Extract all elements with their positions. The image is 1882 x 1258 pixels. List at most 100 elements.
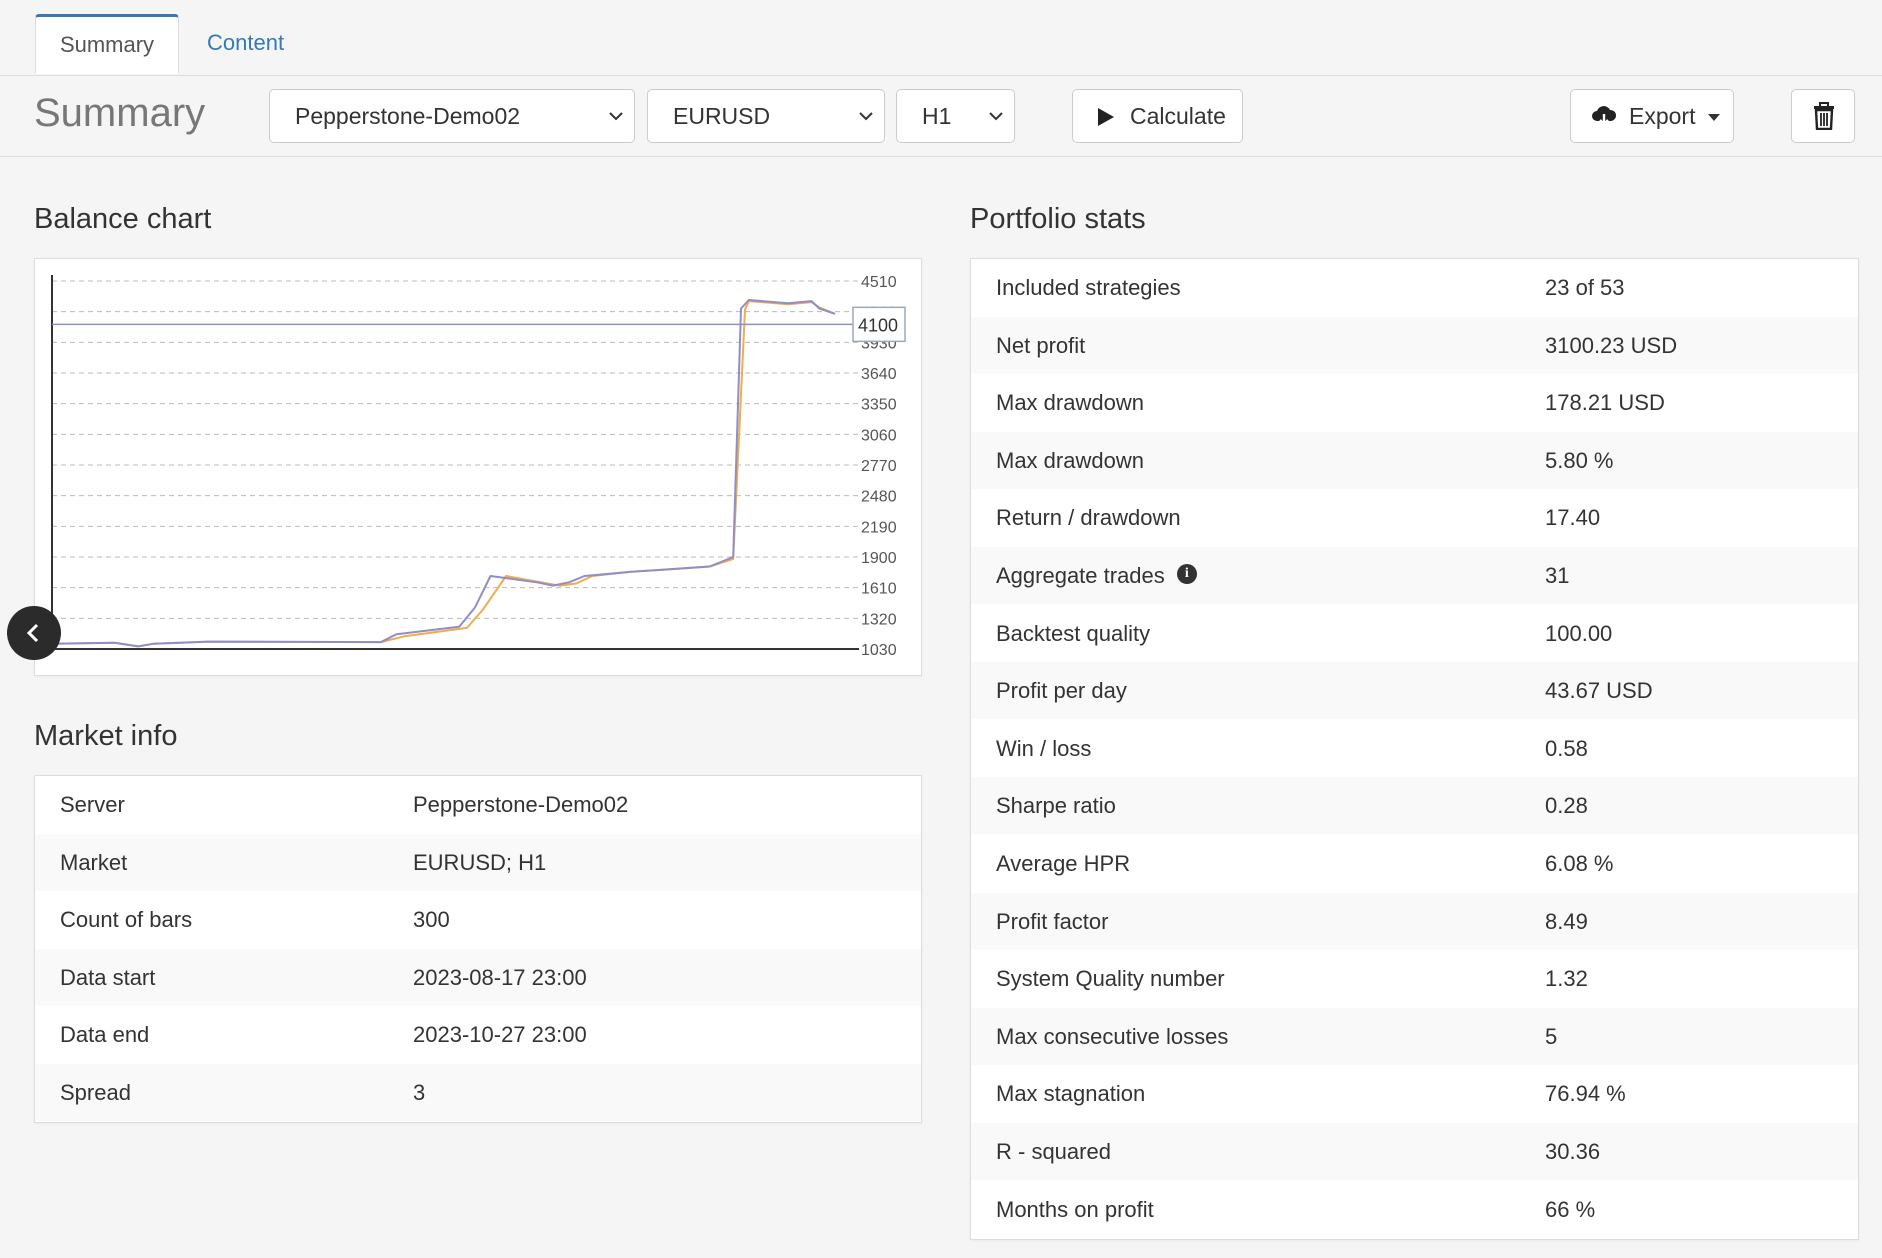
portfolio-stats-title: Portfolio stats <box>970 203 1146 235</box>
table-row: Max drawdown 178.21 USD <box>971 374 1858 431</box>
table-row: Max stagnation 76.94 % <box>971 1065 1858 1122</box>
row-value: 2023-10-27 23:00 <box>413 1022 587 1048</box>
row-label-text: Profit per day <box>996 678 1127 704</box>
row-label-text: Profit factor <box>996 908 1109 934</box>
trash-icon <box>1814 102 1834 130</box>
row-value: 6.08 % <box>1545 851 1614 876</box>
row-label: Aggregate trades i <box>996 547 1197 604</box>
row-label: Backtest quality <box>996 605 1150 662</box>
y-tick-label: 2190 <box>861 519 897 536</box>
balance-chart-panel: 4510422039303640335030602770248021901900… <box>34 258 922 676</box>
table-row: Return / drawdown 17.40 <box>971 489 1858 546</box>
row-value: 2023-08-17 23:00 <box>413 964 587 990</box>
y-tick-label: 1030 <box>861 642 897 659</box>
delete-button[interactable] <box>1791 89 1855 143</box>
row-label-text: Data start <box>60 964 156 990</box>
table-row: Profit factor 8.49 <box>971 892 1858 950</box>
row-value: 100.00 <box>1545 620 1613 646</box>
symbol-select-value: EURUSD <box>673 103 771 129</box>
y-tick-label: 1320 <box>861 611 897 628</box>
table-row: Profit per day 43.67 USD <box>971 662 1858 720</box>
row-label: Net profit <box>996 317 1085 374</box>
table-row: Included strategies 23 of 53 <box>971 259 1858 316</box>
chevron-down-icon <box>609 112 623 121</box>
y-tick-label: 1610 <box>861 581 897 598</box>
row-value: 43.67 USD <box>1545 678 1653 704</box>
row-label: Server <box>60 776 125 833</box>
row-label: Max consecutive losses <box>996 1008 1228 1065</box>
row-value: 3 <box>413 1080 426 1105</box>
row-value: 66 % <box>1545 1196 1596 1222</box>
balance-chart-title: Balance chart <box>34 203 212 235</box>
row-value: Pepperstone-Demo02 <box>413 792 629 817</box>
y-tick-label: 2770 <box>861 458 897 475</box>
row-label: Average HPR <box>996 835 1130 892</box>
export-button[interactable]: Export <box>1570 89 1734 143</box>
row-value: 178.21 USD <box>1545 390 1665 416</box>
row-value: 1.32 <box>1545 966 1588 992</box>
timeframe-select[interactable]: H1 <box>896 89 1015 143</box>
row-label-text: Win / loss <box>996 735 1092 761</box>
row-label: R - squared <box>996 1123 1111 1180</box>
row-label: Win / loss <box>996 720 1091 777</box>
row-value: 0.28 <box>1545 793 1588 819</box>
row-label-text: Aggregate trades <box>996 563 1165 588</box>
collapse-sidebar-button[interactable] <box>7 606 61 660</box>
row-label: Market <box>60 834 127 891</box>
row-value: 300 <box>413 907 450 933</box>
series-line-1 <box>51 299 836 648</box>
row-label-text: Spread <box>60 1080 131 1105</box>
row-value: 17.40 <box>1545 505 1601 531</box>
row-label-text: Return / drawdown <box>996 505 1181 531</box>
crosshair-value-label: 4100 <box>858 315 898 335</box>
row-value: EURUSD; H1 <box>413 849 547 875</box>
table-row: Net profit 3100.23 USD <box>971 316 1858 374</box>
tab-summary[interactable]: Summary <box>35 14 179 74</box>
page-title: Summary <box>34 91 206 135</box>
row-label-text: Backtest quality <box>996 620 1151 646</box>
row-label-text: Included strategies <box>996 275 1181 300</box>
cloud-download-icon <box>1592 106 1617 126</box>
row-value: 5.80 % <box>1545 447 1614 473</box>
tab-bar: Summary Content <box>0 0 1882 76</box>
row-value: 5 <box>1545 1023 1558 1049</box>
tab-content[interactable]: Content <box>207 30 285 55</box>
server-select[interactable]: Pepperstone-Demo02 <box>269 89 635 143</box>
row-label-text: Server <box>60 792 125 817</box>
row-label: Max stagnation <box>996 1065 1145 1122</box>
row-label: Months on profit <box>996 1181 1154 1238</box>
play-icon <box>1098 108 1114 126</box>
row-label: Data end <box>60 1006 149 1063</box>
row-label: System Quality number <box>996 950 1225 1007</box>
table-row: Max consecutive losses 5 <box>971 1007 1858 1065</box>
chevron-left-icon <box>26 623 39 643</box>
table-row: Win / loss 0.58 <box>971 720 1858 777</box>
balance-chart[interactable]: 4510422039303640335030602770248021901900… <box>35 259 923 677</box>
calculate-button[interactable]: Calculate <box>1072 89 1243 143</box>
row-label: Return / drawdown <box>996 489 1181 546</box>
info-icon[interactable]: i <box>1176 564 1197 585</box>
row-value: 23 of 53 <box>1545 275 1625 300</box>
row-label-text: Max drawdown <box>996 390 1144 416</box>
y-tick-label: 3350 <box>861 397 897 414</box>
y-tick-label: 3640 <box>861 366 897 383</box>
row-value: 3100.23 USD <box>1545 332 1678 358</box>
y-tick-label: 4510 <box>861 274 897 291</box>
row-label: Data start <box>60 949 155 1006</box>
symbol-select[interactable]: EURUSD <box>647 89 885 143</box>
market-info-title: Market info <box>34 720 178 752</box>
series-line-0 <box>51 300 836 648</box>
row-value: 76.94 % <box>1545 1081 1626 1107</box>
row-label-text: System Quality number <box>996 966 1225 992</box>
row-label-text: Sharpe ratio <box>996 793 1116 819</box>
chevron-down-icon <box>989 112 1003 121</box>
table-row: Data end 2023-10-27 23:00 <box>35 1006 921 1063</box>
row-label-text: Net profit <box>996 332 1086 358</box>
row-label-text: Count of bars <box>60 907 193 933</box>
row-label-text: Max consecutive losses <box>996 1023 1229 1049</box>
table-row: Aggregate trades i 31 <box>971 547 1858 604</box>
table-row: Months on profit 66 % <box>971 1181 1858 1238</box>
row-label: Included strategies <box>996 259 1181 316</box>
y-tick-label: 3060 <box>861 427 897 444</box>
table-row: Average HPR 6.08 % <box>971 835 1858 892</box>
